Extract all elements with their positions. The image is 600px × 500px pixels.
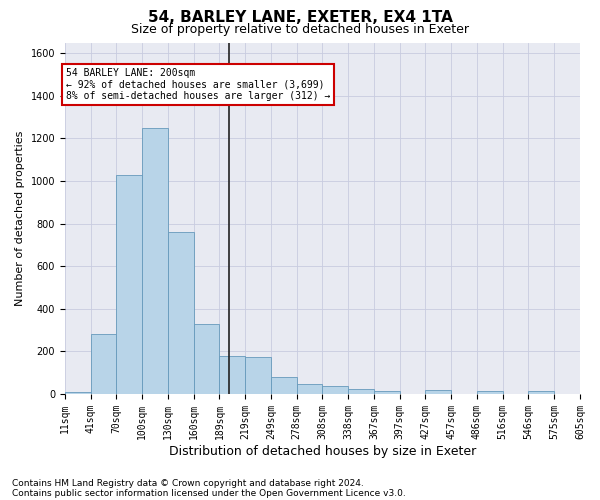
Text: Contains HM Land Registry data © Crown copyright and database right 2024.: Contains HM Land Registry data © Crown c… <box>12 478 364 488</box>
Bar <box>91 334 116 394</box>
Bar <box>296 384 322 394</box>
Bar <box>245 356 271 394</box>
Bar <box>194 324 220 394</box>
Bar <box>322 386 348 394</box>
X-axis label: Distribution of detached houses by size in Exeter: Distribution of detached houses by size … <box>169 444 476 458</box>
Bar <box>142 128 168 394</box>
Bar <box>348 388 374 394</box>
Bar <box>116 174 142 394</box>
Bar <box>65 392 91 394</box>
Bar <box>374 392 400 394</box>
Text: 54, BARLEY LANE, EXETER, EX4 1TA: 54, BARLEY LANE, EXETER, EX4 1TA <box>148 10 452 25</box>
Bar <box>425 390 451 394</box>
Bar <box>168 232 194 394</box>
Y-axis label: Number of detached properties: Number of detached properties <box>15 130 25 306</box>
Bar <box>220 356 245 394</box>
Text: Size of property relative to detached houses in Exeter: Size of property relative to detached ho… <box>131 22 469 36</box>
Bar <box>477 392 503 394</box>
Text: Contains public sector information licensed under the Open Government Licence v3: Contains public sector information licen… <box>12 488 406 498</box>
Text: 54 BARLEY LANE: 200sqm
← 92% of detached houses are smaller (3,699)
8% of semi-d: 54 BARLEY LANE: 200sqm ← 92% of detached… <box>66 68 331 102</box>
Bar <box>529 392 554 394</box>
Bar <box>271 377 296 394</box>
